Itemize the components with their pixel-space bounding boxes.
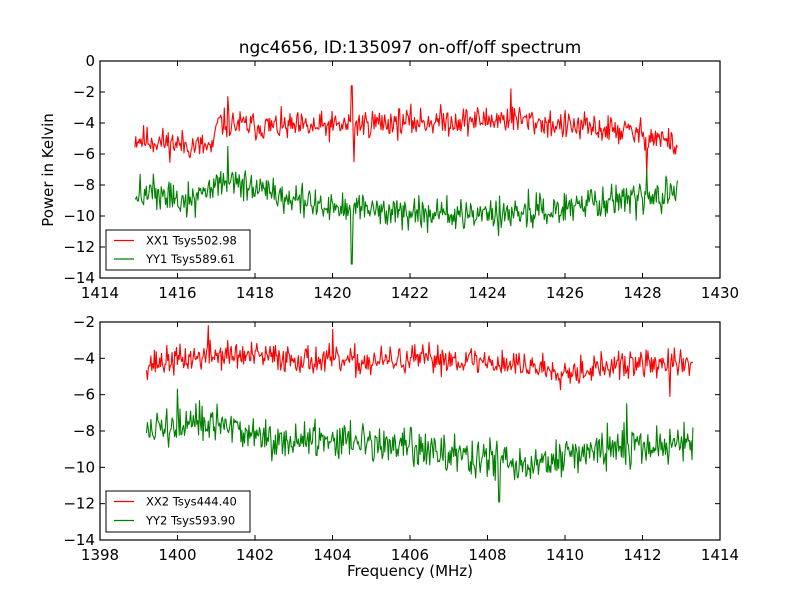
legend-label-xx1: XX1 Tsys502.98 bbox=[146, 234, 237, 248]
x-tick-label: 1414 bbox=[81, 284, 119, 302]
x-tick-label: 1398 bbox=[81, 546, 119, 564]
y-tick-label: −12 bbox=[63, 238, 95, 256]
chart-title: ngc4656, ID:135097 on-off/off spectrum bbox=[239, 38, 582, 58]
x-axis-label: Frequency (MHz) bbox=[347, 562, 473, 580]
plot-lines bbox=[134, 85, 678, 265]
y-tick-label: −2 bbox=[73, 313, 95, 331]
x-tick-label: 1422 bbox=[391, 284, 429, 302]
y-tick-label: 0 bbox=[85, 52, 95, 70]
legend-box bbox=[105, 490, 251, 533]
x-tick-label: 1418 bbox=[236, 284, 274, 302]
y-axis-label: Power in Kelvin bbox=[39, 113, 57, 227]
axis-ticks: 1398 1400 1402 1404 1406 1408 1410 1412 1414 −2 −4… bbox=[63, 313, 739, 564]
y-tick-label: −12 bbox=[63, 495, 95, 513]
series-line-yy2 bbox=[145, 388, 694, 503]
y-tick-label: −14 bbox=[63, 531, 95, 549]
x-tick-label: 1416 bbox=[158, 284, 196, 302]
legend-label-yy1: YY1 Tsys589.61 bbox=[145, 252, 235, 266]
x-tick-label: 1408 bbox=[468, 546, 506, 564]
legend-box bbox=[105, 229, 251, 271]
y-tick-label: −8 bbox=[73, 422, 95, 440]
y-tick-label: −2 bbox=[73, 83, 95, 101]
bottom-subplot: 1398 1400 1402 1404 1406 1408 1410 1412 1414 −2 −4… bbox=[63, 313, 739, 580]
y-tick-label: −4 bbox=[73, 114, 95, 132]
x-tick-label: 1424 bbox=[468, 284, 506, 302]
x-tick-label: 1430 bbox=[701, 284, 739, 302]
x-tick-label: 1406 bbox=[391, 546, 429, 564]
x-tick-label: 1412 bbox=[623, 546, 661, 564]
series-line-yy1 bbox=[134, 145, 678, 265]
y-tick-label: −14 bbox=[63, 269, 95, 287]
y-tick-label: −4 bbox=[73, 349, 95, 367]
series-line-xx1 bbox=[134, 85, 678, 175]
legend: XX2 Tsys444.40 YY2 Tsys593.90 bbox=[105, 490, 251, 533]
x-tick-label: 1402 bbox=[236, 546, 274, 564]
y-tick-label: −10 bbox=[63, 458, 95, 476]
x-tick-label: 1426 bbox=[546, 284, 584, 302]
x-tick-label: 1400 bbox=[158, 546, 196, 564]
plot-lines bbox=[145, 325, 694, 503]
x-tick-label: 1420 bbox=[313, 284, 351, 302]
top-subplot: ngc4656, ID:135097 on-off/off spectrum P… bbox=[39, 38, 739, 302]
y-tick-label: −6 bbox=[73, 145, 95, 163]
legend-label-xx2: XX2 Tsys444.40 bbox=[146, 495, 237, 509]
x-tick-label: 1428 bbox=[623, 284, 661, 302]
legend: XX1 Tsys502.98 YY1 Tsys589.61 bbox=[105, 229, 251, 271]
y-tick-label: −8 bbox=[73, 176, 95, 194]
x-tick-label: 1410 bbox=[546, 546, 584, 564]
legend-label-yy2: YY2 Tsys593.90 bbox=[145, 514, 235, 528]
y-tick-label: −10 bbox=[63, 207, 95, 225]
series-line-xx2 bbox=[145, 325, 694, 398]
x-tick-label: 1404 bbox=[313, 546, 351, 564]
y-tick-label: −6 bbox=[73, 386, 95, 404]
x-tick-label: 1414 bbox=[701, 546, 739, 564]
axis-ticks: 1414 1416 1418 1420 1422 1424 1426 1428 1430 0 −2 −… bbox=[63, 52, 739, 302]
